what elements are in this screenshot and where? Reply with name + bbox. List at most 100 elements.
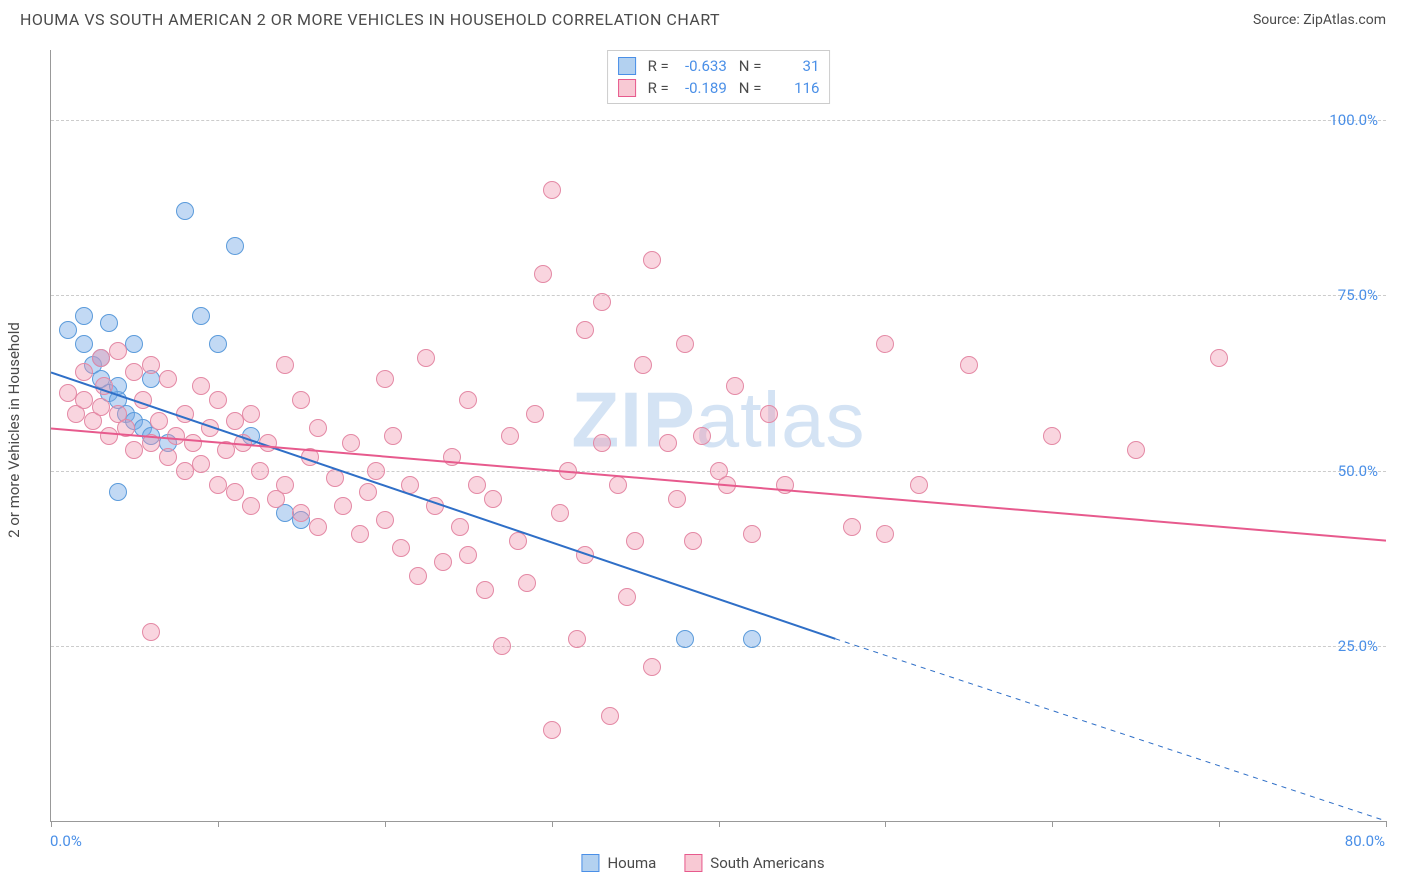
x-tick-label: 80.0% <box>1345 832 1385 850</box>
data-point <box>201 419 219 437</box>
data-point <box>501 427 519 445</box>
data-point <box>109 483 127 501</box>
data-point <box>167 427 185 445</box>
data-point <box>384 427 402 445</box>
data-point <box>226 412 244 430</box>
data-point <box>534 265 552 283</box>
x-tick <box>1219 821 1220 827</box>
data-point <box>242 497 260 515</box>
data-point <box>251 462 269 480</box>
data-point <box>242 405 260 423</box>
data-point <box>476 581 494 599</box>
data-point <box>142 434 160 452</box>
x-tick <box>552 821 553 827</box>
data-point <box>876 525 894 543</box>
data-point <box>960 356 978 374</box>
data-point <box>292 391 310 409</box>
scatter-chart: ZIPatlas R =-0.633N =31R =-0.189N =116 2… <box>50 50 1386 822</box>
source-label: Source: ZipAtlas.com <box>1253 12 1386 28</box>
data-point <box>226 483 244 501</box>
data-point <box>376 511 394 529</box>
data-point <box>401 476 419 494</box>
legend-swatch <box>684 854 702 872</box>
data-point <box>668 490 686 508</box>
trend-line-extrapolated <box>835 639 1386 821</box>
data-point <box>626 532 644 550</box>
data-point <box>117 419 135 437</box>
data-point <box>409 567 427 585</box>
data-point <box>434 553 452 571</box>
r-label: R = <box>648 57 669 75</box>
data-point <box>276 476 294 494</box>
data-point <box>176 405 194 423</box>
data-point <box>693 427 711 445</box>
data-point <box>209 476 227 494</box>
data-point <box>234 434 252 452</box>
data-point <box>150 412 168 430</box>
y-tick-label: 75.0% <box>1338 286 1378 304</box>
gridline <box>51 646 1386 647</box>
chart-title: HOUMA VS SOUTH AMERICAN 2 OR MORE VEHICL… <box>20 10 720 29</box>
data-point <box>92 398 110 416</box>
data-point <box>576 321 594 339</box>
data-point <box>176 202 194 220</box>
data-point <box>75 363 93 381</box>
data-point <box>301 448 319 466</box>
data-point <box>493 637 511 655</box>
data-point <box>910 476 928 494</box>
data-point <box>576 546 594 564</box>
data-point <box>309 518 327 536</box>
x-tick <box>719 821 720 827</box>
data-point <box>509 532 527 550</box>
data-point <box>643 658 661 676</box>
data-point <box>192 377 210 395</box>
data-point <box>459 546 477 564</box>
data-point <box>551 504 569 522</box>
data-point <box>451 518 469 536</box>
legend-row: R =-0.189N =116 <box>618 77 820 99</box>
data-point <box>125 363 143 381</box>
n-value: 116 <box>769 79 819 97</box>
data-point <box>1043 427 1061 445</box>
legend-row: R =-0.633N =31 <box>618 55 820 77</box>
x-tick-label: 0.0% <box>50 832 82 850</box>
n-value: 31 <box>769 57 819 75</box>
legend-swatch <box>618 57 636 75</box>
data-point <box>159 370 177 388</box>
n-label: N = <box>739 79 762 97</box>
data-point <box>526 405 544 423</box>
data-point <box>75 307 93 325</box>
legend-swatch <box>581 854 599 872</box>
x-tick <box>218 821 219 827</box>
data-point <box>334 497 352 515</box>
data-point <box>634 356 652 374</box>
source-link[interactable]: ZipAtlas.com <box>1303 12 1386 28</box>
data-point <box>743 525 761 543</box>
data-point <box>876 335 894 353</box>
data-point <box>726 377 744 395</box>
data-point <box>125 441 143 459</box>
data-point <box>760 405 778 423</box>
data-point <box>276 356 294 374</box>
data-point <box>718 476 736 494</box>
data-point <box>134 391 152 409</box>
y-axis-label: 2 or more Vehicles in Household <box>5 322 23 538</box>
legend-item: South Americans <box>684 854 824 872</box>
data-point <box>676 630 694 648</box>
y-tick-label: 25.0% <box>1338 637 1378 655</box>
data-point <box>1127 441 1145 459</box>
data-point <box>426 497 444 515</box>
data-point <box>1210 349 1228 367</box>
data-point <box>75 335 93 353</box>
data-point <box>743 630 761 648</box>
x-tick <box>885 821 886 827</box>
data-point <box>259 434 277 452</box>
data-point <box>192 455 210 473</box>
legend-swatch <box>618 79 636 97</box>
legend-label: South Americans <box>710 854 824 872</box>
x-tick <box>1052 821 1053 827</box>
data-point <box>59 384 77 402</box>
data-point <box>125 335 143 353</box>
data-point <box>359 483 377 501</box>
data-point <box>843 518 861 536</box>
